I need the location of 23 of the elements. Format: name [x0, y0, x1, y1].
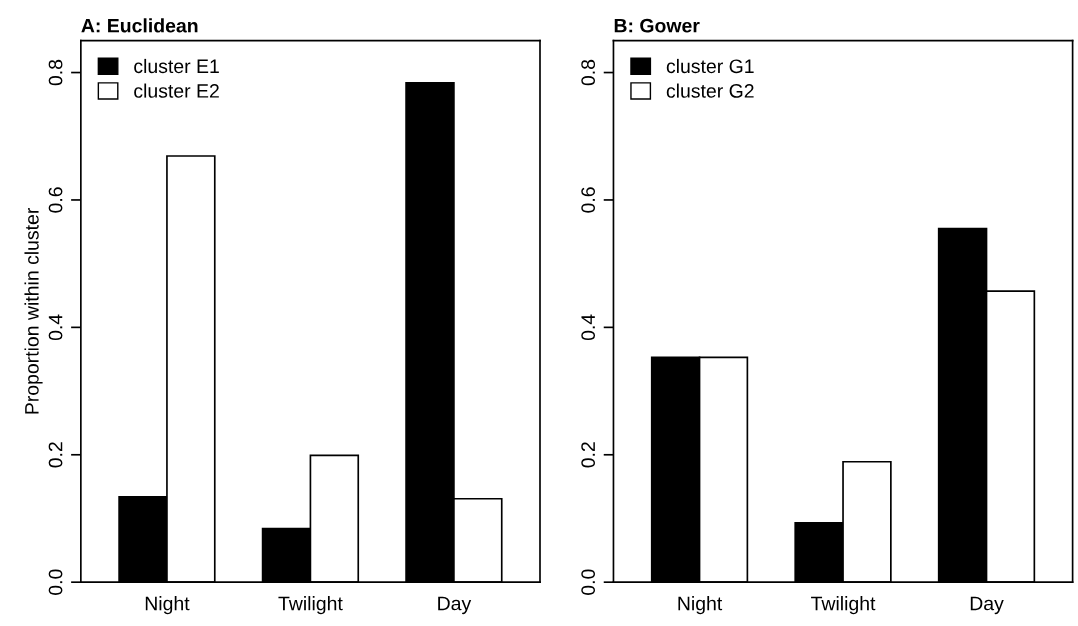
- x-tick-label: Day: [438, 596, 472, 615]
- legend-label: cluster E1: [134, 58, 219, 74]
- x-tick-label: Twilight: [811, 596, 876, 615]
- y-tick-label: 0.2: [581, 442, 596, 468]
- chart-title: A: Euclidean: [81, 18, 198, 33]
- chart-title: B: Gower: [614, 18, 700, 33]
- y-tick-label: 0.6: [48, 187, 63, 213]
- legend-label: cluster G2: [666, 83, 754, 98]
- x-tick-label: Night: [678, 596, 723, 615]
- y-tick-label: 0.4: [581, 314, 596, 341]
- y-tick-label: 0.2: [48, 442, 63, 468]
- y-tick-label: 0.4: [48, 314, 63, 341]
- y-tick-label: 0.0: [581, 569, 596, 595]
- y-tick-label: 0.6: [581, 187, 596, 213]
- y-axis-title: Proportion within cluster: [24, 208, 43, 414]
- x-tick-label: Day: [970, 596, 1004, 615]
- y-tick-label: 0.8: [581, 59, 596, 86]
- legend-label: cluster E2: [134, 83, 219, 98]
- legend-label: cluster G1: [666, 58, 754, 74]
- x-tick-label: Night: [145, 596, 190, 615]
- y-tick-label: 0.0: [48, 569, 63, 595]
- x-tick-label: Twilight: [278, 596, 343, 615]
- y-tick-label: 0.8: [48, 59, 63, 86]
